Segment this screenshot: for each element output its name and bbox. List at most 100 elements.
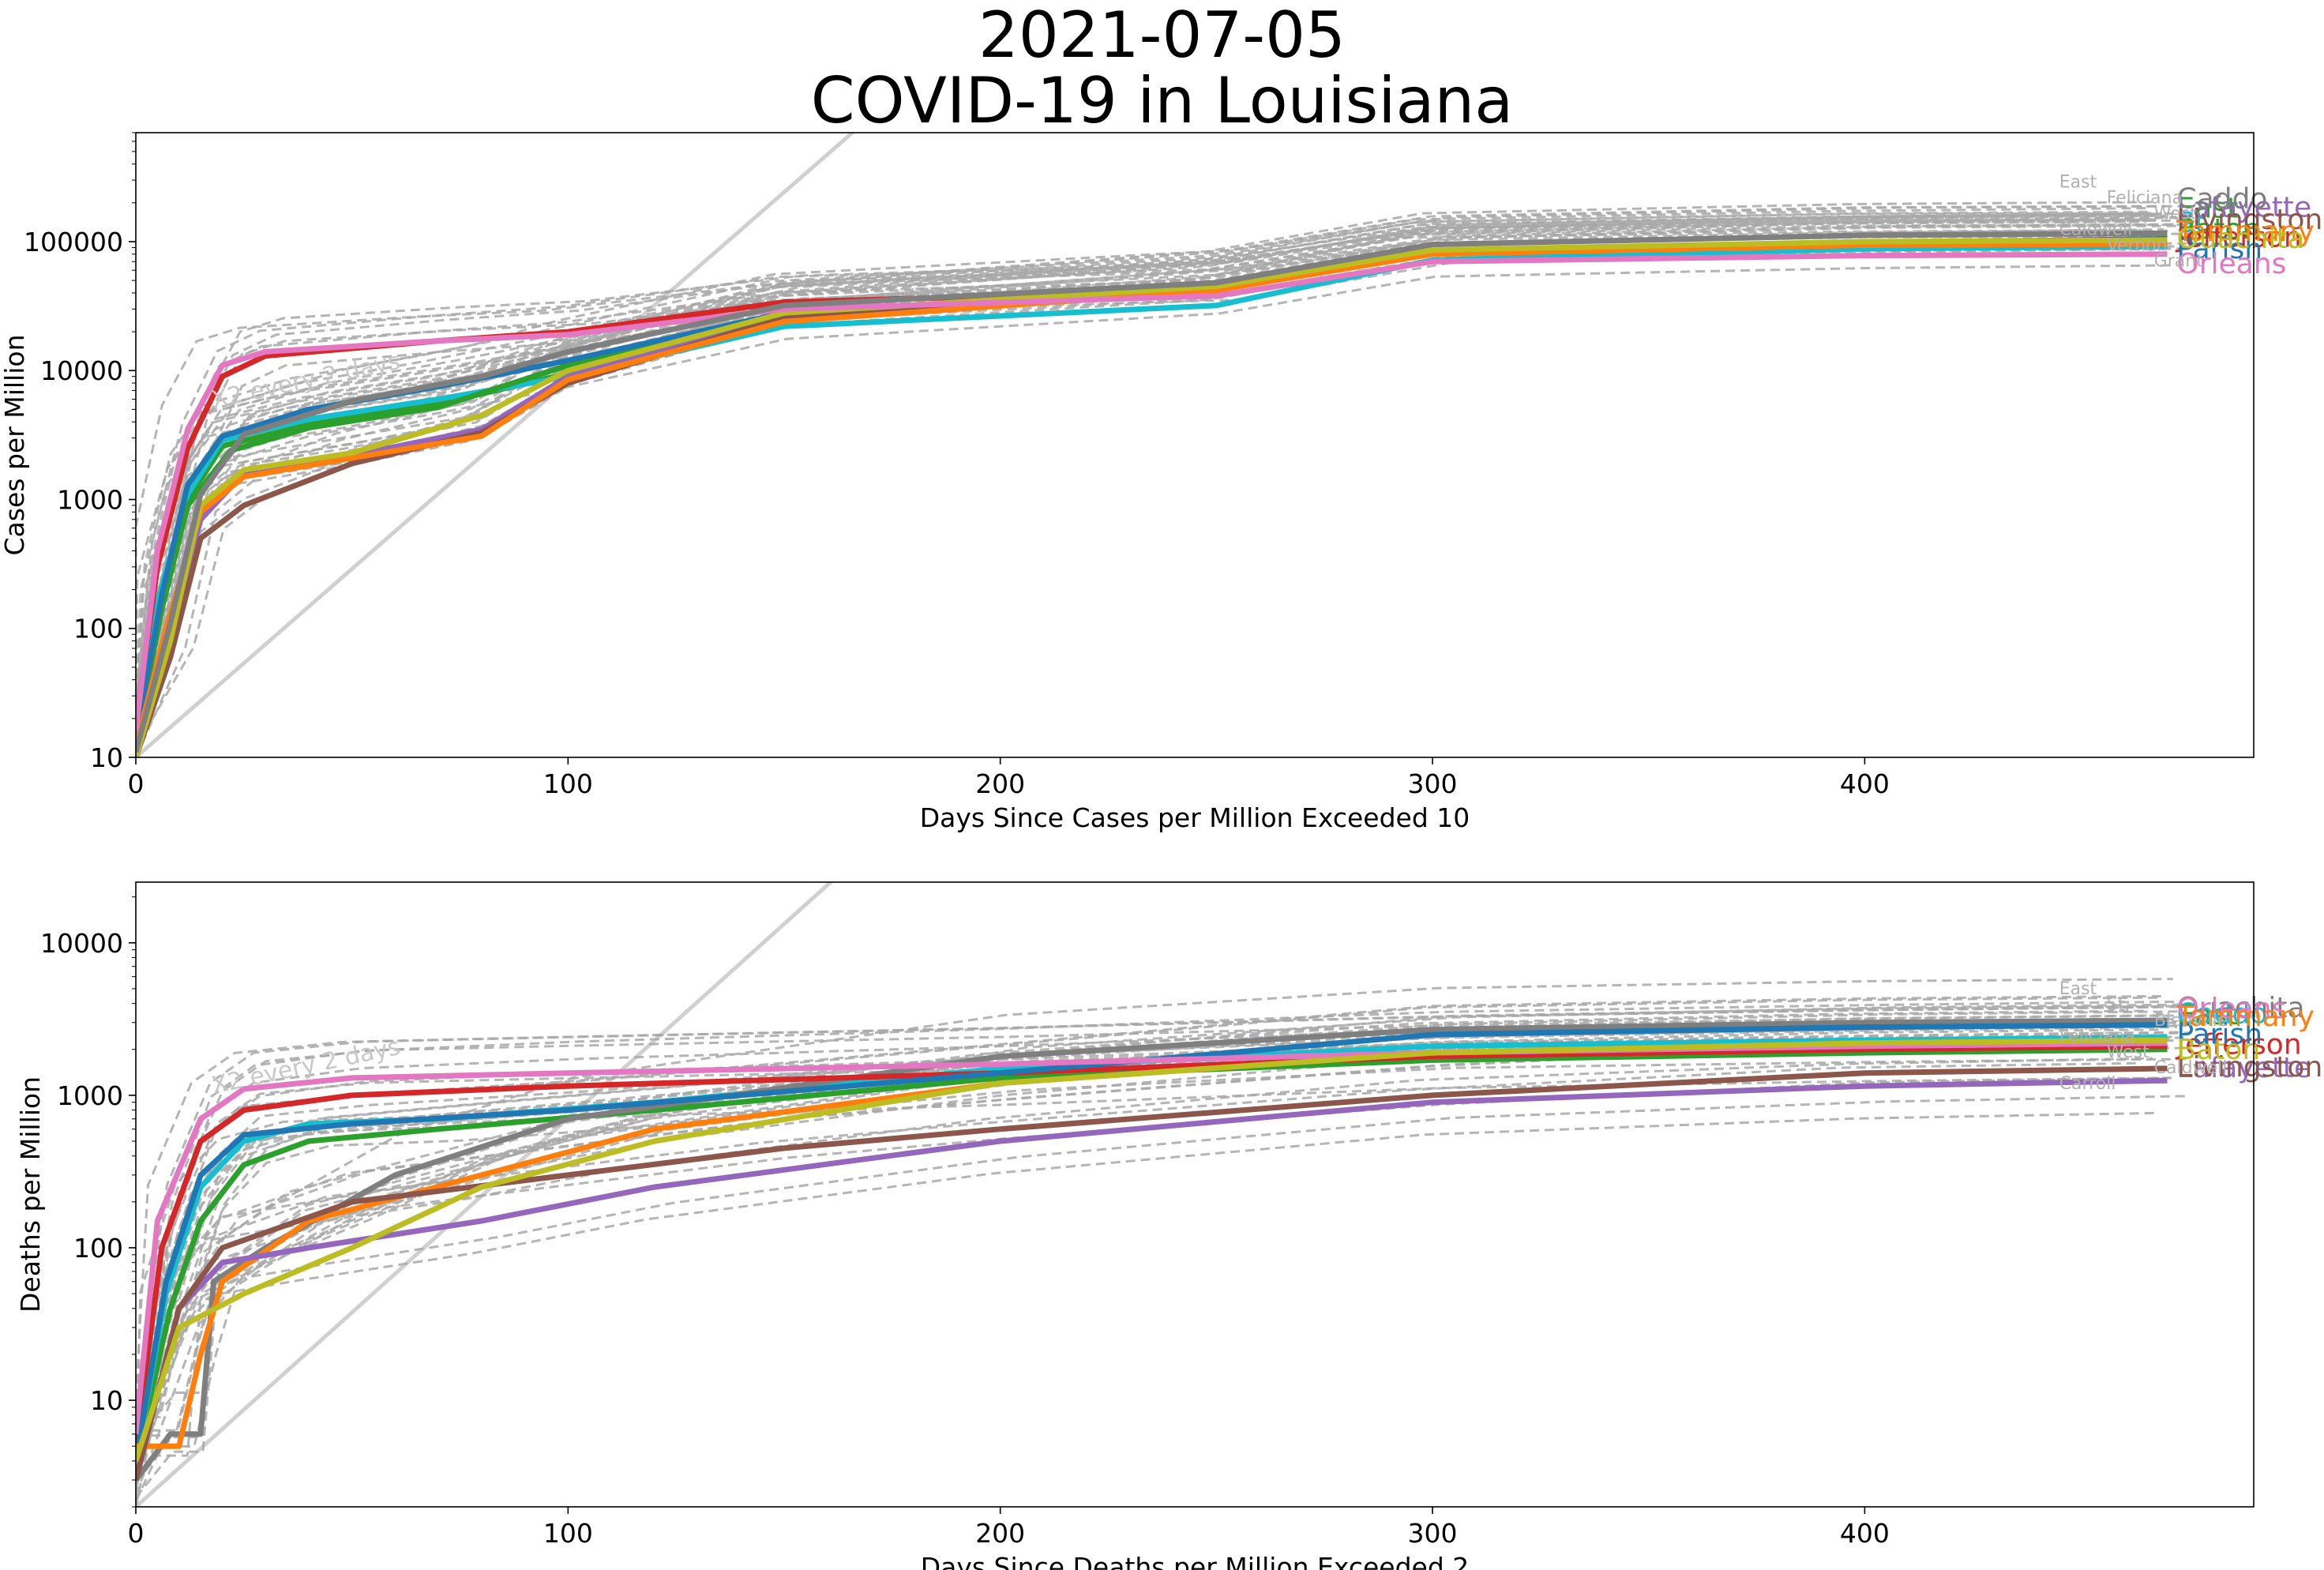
background-series-line xyxy=(136,1031,2191,1445)
y-tick-label: 10 xyxy=(90,742,123,773)
series-label: Livingston xyxy=(2177,204,2323,236)
background-series-line xyxy=(136,1000,2178,1403)
background-series-line xyxy=(136,220,2146,723)
series-label: Jefferson xyxy=(2176,1029,2302,1061)
background-series-line xyxy=(136,1022,2169,1484)
series-label: Ouachita xyxy=(2177,223,2305,255)
background-series-line xyxy=(136,219,2148,709)
x-tick-label: 200 xyxy=(975,1518,1025,1549)
series-label: Lafayette xyxy=(2177,192,2312,224)
series-line-parish xyxy=(136,1022,2168,1462)
background-series-line xyxy=(136,229,2142,708)
series-line-ouachita xyxy=(136,237,2168,757)
series-label: Orleans xyxy=(2177,993,2287,1025)
series-label: Tammany xyxy=(2176,216,2315,248)
background-series-line xyxy=(136,1038,2164,1452)
background-series-label: Vernon xyxy=(2107,235,2168,255)
plot-area xyxy=(136,133,2194,757)
background-series-label: West xyxy=(2154,204,2197,223)
x-axis-label: Days Since Deaths per Million Exceeded 2 xyxy=(921,1552,1470,1570)
series-line-livingston xyxy=(136,1065,2168,1481)
background-series-label: East xyxy=(2059,172,2097,192)
series-label: Jefferson xyxy=(2176,222,2302,254)
background-series-label: West xyxy=(2107,1042,2149,1062)
background-series-line xyxy=(136,1111,2158,1507)
series-line-tammany xyxy=(136,1037,2168,1449)
background-series-line xyxy=(136,1095,2188,1497)
series-label: East xyxy=(2177,999,2239,1031)
background-series-label: East xyxy=(2059,979,2097,999)
background-series-line xyxy=(136,1046,2183,1440)
background-series-line xyxy=(136,1028,2164,1437)
series-line-caddo xyxy=(136,230,2168,753)
background-series-line xyxy=(136,996,2162,1434)
x-tick-label: 0 xyxy=(128,1518,145,1549)
chart-title-date: 2021-07-05 xyxy=(978,0,1346,72)
series-line-orleans xyxy=(136,251,2168,732)
background-series-line xyxy=(136,1014,2162,1437)
y-axis-label: Cases per Million xyxy=(0,334,30,555)
series-line-lafayette xyxy=(136,1077,2168,1481)
background-series-line xyxy=(136,245,2183,757)
series-label: Baton xyxy=(2177,1034,2261,1066)
background-series-line xyxy=(136,1057,2153,1459)
y-tick-label: 10 xyxy=(90,1385,123,1416)
background-series-label: St. xyxy=(2107,995,2131,1015)
background-series-line xyxy=(136,1035,2177,1459)
background-series-line xyxy=(136,1033,2168,1435)
background-series-line xyxy=(136,1076,2172,1490)
x-tick-label: 400 xyxy=(1840,768,1890,799)
x-tick-label: 400 xyxy=(1840,1518,1890,1549)
y-tick-label: 100 xyxy=(73,614,123,644)
background-series-label: Grant xyxy=(2154,251,2204,271)
y-tick-label: 10000 xyxy=(40,355,123,386)
plot-panel-1: EastSt.BatonJeffersonParishLafayetteLivi… xyxy=(0,132,2323,833)
series-line-caddo xyxy=(136,1035,2168,1462)
x-axis-label: Days Since Cases per Million Exceeded 10 xyxy=(920,802,1470,833)
background-series-line xyxy=(136,212,2155,713)
x-tick-label: 200 xyxy=(975,768,1025,799)
background-series-line xyxy=(136,1057,2191,1483)
series-label: Livingston xyxy=(2177,1051,2323,1084)
background-series-line xyxy=(136,1044,2168,1470)
background-series-label: Feliciana xyxy=(2107,188,2183,208)
series-label: Orleans xyxy=(2177,248,2287,280)
series-label: Lafayette xyxy=(2177,1052,2312,1084)
background-series-line xyxy=(136,1005,2158,1399)
background-series-line xyxy=(136,247,2166,757)
background-series-line xyxy=(136,1076,2175,1478)
x-tick-label: 100 xyxy=(543,768,593,799)
background-series-line xyxy=(136,252,2158,757)
background-series-line xyxy=(136,232,2143,738)
background-series-line xyxy=(136,1003,2194,1426)
series-label: Caddo xyxy=(2177,997,2268,1030)
background-series-line xyxy=(136,1005,2177,1399)
plot-panel-2: EastCaddoOuachitaJeffersonParishOrleansT… xyxy=(15,881,2323,1570)
y-tick-label: 100 xyxy=(73,1233,123,1264)
background-series-line xyxy=(136,1017,2177,1420)
x-tick-label: 0 xyxy=(128,768,145,799)
series-label: Parish xyxy=(2177,233,2263,265)
chart-title: COVID-19 in Louisiana xyxy=(810,64,1514,137)
background-series-line xyxy=(136,1061,2142,1475)
background-series-line xyxy=(136,1005,2184,1443)
background-series-label: Carroll xyxy=(2059,1074,2116,1094)
background-series-line xyxy=(136,207,2151,708)
series-line-ouachita xyxy=(136,1017,2168,1482)
background-series-line xyxy=(136,994,2167,1433)
background-series-line xyxy=(136,201,2157,721)
x-tick-label: 100 xyxy=(543,1518,593,1549)
background-series-line xyxy=(136,1023,2167,1432)
plot-frame xyxy=(135,132,2255,758)
background-series-label: Feliciana xyxy=(2059,1027,2135,1046)
y-axis-label: Deaths per Million xyxy=(15,1076,46,1313)
series-label: Ouachita xyxy=(2177,992,2305,1024)
x-tick-label: 300 xyxy=(1408,768,1458,799)
series-line-jefferson xyxy=(136,236,2168,725)
series-label: Parish xyxy=(2177,1019,2263,1051)
series-label: Baton xyxy=(2177,213,2261,246)
y-tick-label: 1000 xyxy=(57,1080,123,1111)
background-series-line xyxy=(136,1034,2142,1459)
y-tick-label: 10000 xyxy=(40,928,123,959)
series-label: Tammany xyxy=(2176,1001,2315,1033)
